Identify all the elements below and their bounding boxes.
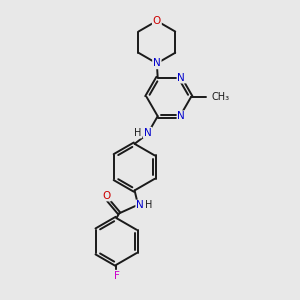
Text: N: N — [136, 200, 144, 211]
Text: H: H — [134, 128, 141, 138]
Text: F: F — [113, 271, 119, 281]
Text: N: N — [144, 128, 151, 138]
Text: CH₃: CH₃ — [212, 92, 230, 102]
Text: O: O — [153, 16, 161, 26]
Text: N: N — [153, 58, 161, 68]
Text: N: N — [178, 111, 185, 121]
Text: O: O — [103, 190, 111, 200]
Text: N: N — [178, 73, 185, 83]
Text: H: H — [145, 200, 153, 211]
